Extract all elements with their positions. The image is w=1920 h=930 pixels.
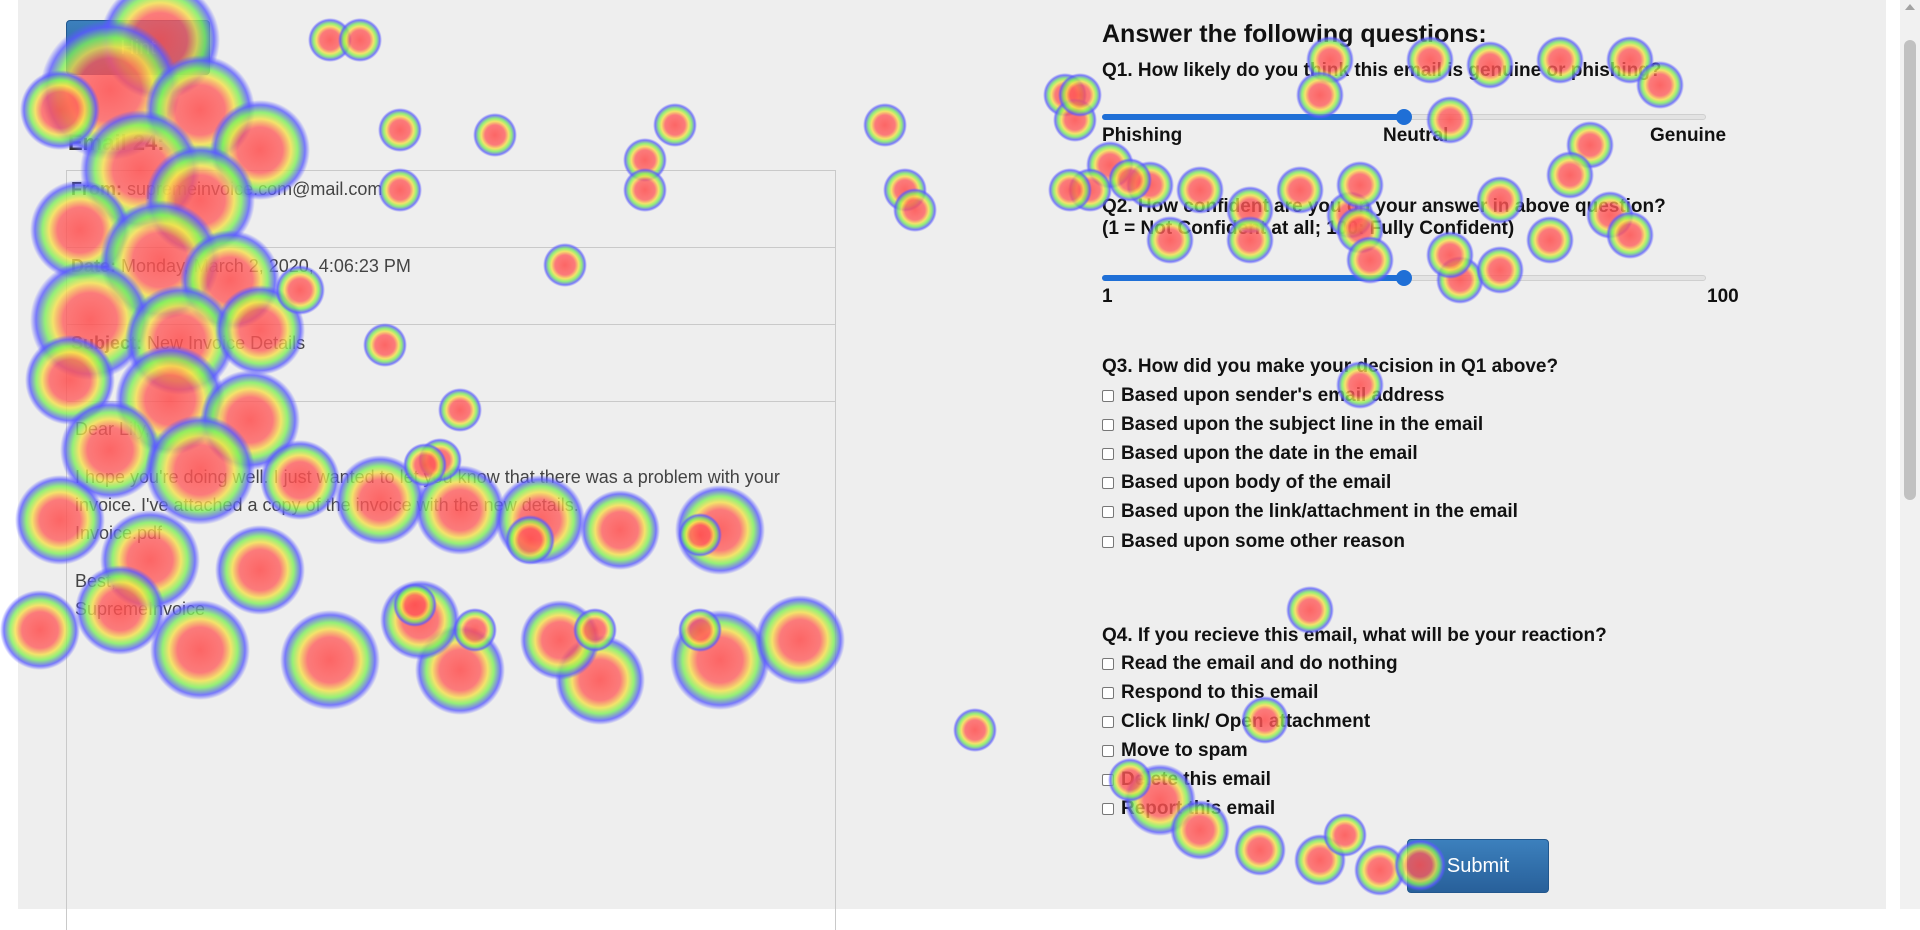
q3-option-other[interactable]: Based upon some other reason — [1102, 530, 1405, 554]
q4-option-label: Move to spam — [1121, 740, 1248, 761]
q3-option-label: Based upon body of the email — [1121, 472, 1392, 493]
checkbox[interactable] — [1102, 716, 1114, 728]
q4-option-label: Respond to this email — [1121, 682, 1319, 703]
scrollbar-thumb[interactable] — [1904, 40, 1916, 500]
q3-option-label: Based upon the subject line in the email — [1121, 414, 1484, 435]
checkbox[interactable] — [1102, 658, 1114, 670]
q4-option-delete[interactable]: Delete this email — [1102, 768, 1271, 792]
email-signoff: Best, — [75, 571, 117, 591]
email-title: Email 24: — [68, 130, 165, 155]
questions-heading: Answer the following questions: — [1102, 20, 1487, 48]
q3-option-subject[interactable]: Based upon the subject line in the email — [1102, 413, 1483, 437]
q4-option-label: Delete this email — [1121, 769, 1271, 790]
checkbox[interactable] — [1102, 687, 1114, 699]
q3-option-label: Based upon some other reason — [1121, 531, 1406, 552]
q4-option-respond[interactable]: Respond to this email — [1102, 681, 1318, 705]
q4-option-label: Click link/ Open attachment — [1121, 711, 1371, 732]
q1-label-genuine: Genuine — [1650, 125, 1727, 146]
q2-slider-handle[interactable] — [1396, 270, 1412, 286]
q3-text: Q3. How did you make your decision in Q1… — [1102, 356, 1559, 377]
q2-text-line2: (1 = Not Confident at all; 100: Fully Co… — [1102, 218, 1515, 239]
email-signature: SupremeInvoice — [75, 599, 206, 619]
q2-label-min: 1 — [1102, 286, 1113, 307]
email-greeting: Dear Lily, — [75, 419, 150, 439]
q4-option-click[interactable]: Click link/ Open attachment — [1102, 710, 1370, 734]
q1-slider[interactable] — [1102, 109, 1706, 125]
email-panel: From: supremeinvoice.com@mail.com Date: … — [66, 170, 836, 930]
checkbox[interactable] — [1102, 803, 1114, 815]
q3-option-label: Based upon the date in the email — [1121, 443, 1418, 464]
checkbox[interactable] — [1102, 745, 1114, 757]
from-label: From: — [71, 179, 122, 199]
q3-option-label: Based upon the link/attachment in the em… — [1121, 501, 1518, 522]
email-body-text: I hope you're doing well. I just wanted … — [75, 467, 780, 515]
q2-slider-fill — [1102, 275, 1404, 281]
checkbox[interactable] — [1102, 774, 1114, 786]
date-value: Monday, March 2, 2020, 4:06:23 PM — [121, 256, 411, 276]
vertical-scrollbar[interactable] — [1900, 0, 1920, 909]
q3-option-date[interactable]: Based upon the date in the email — [1102, 442, 1418, 466]
q1-slider-handle[interactable] — [1396, 109, 1412, 125]
q4-option-spam[interactable]: Move to spam — [1102, 739, 1248, 763]
checkbox[interactable] — [1102, 448, 1114, 460]
checkbox[interactable] — [1102, 506, 1114, 518]
q4-option-report[interactable]: Report this email — [1102, 797, 1275, 821]
q2-text-line1: Q2. How confident are you on your answer… — [1102, 196, 1666, 217]
q4-option-label: Read the email and do nothing — [1121, 653, 1398, 674]
q4-option-label: Report this email — [1121, 798, 1276, 819]
q1-label-neutral: Neutral — [1383, 125, 1449, 146]
email-body: Dear Lily, I hope you're doing well. I j… — [75, 415, 825, 643]
q1-label-phishing: Phishing — [1102, 125, 1183, 146]
email-date-row: Date: Monday, March 2, 2020, 4:06:23 PM — [67, 248, 835, 325]
q3-option-label: Based upon sender's email address — [1121, 385, 1445, 406]
hint-button[interactable]: Hint — [66, 20, 210, 75]
subject-value: New Invoice Details — [147, 333, 306, 353]
submit-button[interactable]: Submit — [1407, 839, 1549, 893]
q4-text: Q4. If you recieve this email, what will… — [1102, 625, 1607, 646]
email-from-row: From: supremeinvoice.com@mail.com — [67, 171, 835, 248]
scroll-up-icon[interactable] — [1905, 4, 1915, 10]
subject-label: Subject: — [71, 333, 143, 353]
q3-option-body[interactable]: Based upon body of the email — [1102, 471, 1391, 495]
checkbox[interactable] — [1102, 390, 1114, 402]
checkbox[interactable] — [1102, 536, 1114, 548]
q2-label-max: 100 — [1707, 286, 1739, 307]
q3-option-sender[interactable]: Based upon sender's email address — [1102, 384, 1444, 408]
checkbox[interactable] — [1102, 477, 1114, 489]
q4-option-nothing[interactable]: Read the email and do nothing — [1102, 652, 1398, 676]
email-subject-row: Subject: New Invoice Details — [67, 325, 835, 402]
q1-slider-fill — [1102, 114, 1404, 120]
q2-slider[interactable] — [1102, 270, 1706, 286]
email-attachment-link[interactable]: Invoice.pdf — [75, 523, 163, 543]
q3-option-link[interactable]: Based upon the link/attachment in the em… — [1102, 500, 1518, 524]
date-label: Date: — [71, 256, 117, 276]
q1-text: Q1. How likely do you think this email i… — [1102, 60, 1662, 81]
checkbox[interactable] — [1102, 419, 1114, 431]
from-value: supremeinvoice.com@mail.com — [127, 179, 383, 199]
